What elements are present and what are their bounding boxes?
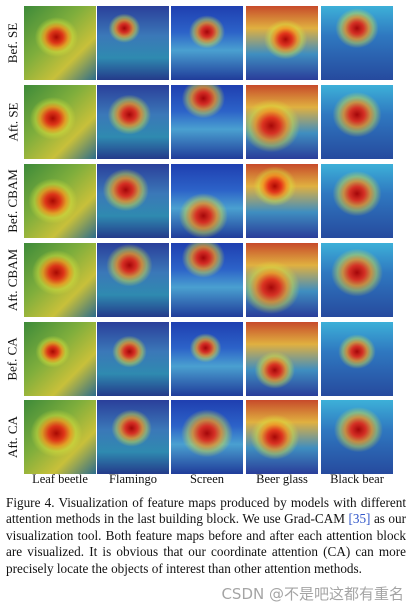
activation-overlay bbox=[24, 85, 96, 159]
heatmap-image bbox=[246, 85, 318, 159]
row-label: Bef. CBAM bbox=[2, 164, 24, 238]
activation-overlay bbox=[321, 164, 393, 238]
figure-caption: Figure 4. Visualization of feature maps … bbox=[6, 495, 406, 577]
activation-overlay bbox=[97, 164, 169, 238]
feature-map-figure: Bef. SE Aft. SE Bef. CBAM Aft. CBAM Bef. CA A… bbox=[2, 6, 393, 474]
heatmap-image bbox=[321, 400, 393, 474]
activation-overlay bbox=[321, 400, 393, 474]
activation-overlay bbox=[171, 243, 243, 317]
heatmap-image bbox=[246, 322, 318, 396]
heatmap-image bbox=[171, 243, 243, 317]
heatmap-image bbox=[97, 6, 169, 80]
activation-overlay bbox=[24, 322, 96, 396]
heatmap-image bbox=[171, 85, 243, 159]
heatmap-image bbox=[97, 400, 169, 474]
heatmap-image bbox=[24, 164, 96, 238]
heatmap-image bbox=[321, 164, 393, 238]
row-label: Aft. CA bbox=[2, 400, 24, 474]
heatmap-image bbox=[321, 243, 393, 317]
activation-overlay bbox=[171, 322, 243, 396]
heatmap-image bbox=[246, 243, 318, 317]
row-label: Aft. CBAM bbox=[2, 243, 24, 317]
activation-overlay bbox=[171, 164, 243, 238]
heatmap-image bbox=[246, 400, 318, 474]
heatmap-image bbox=[24, 243, 96, 317]
row-label-text: Bef. CA bbox=[5, 337, 20, 381]
activation-overlay bbox=[246, 85, 318, 159]
row-label-text: Aft. CBAM bbox=[5, 248, 20, 312]
activation-overlay bbox=[24, 164, 96, 238]
heatmap-image bbox=[171, 6, 243, 80]
row-label-text: Bef. CBAM bbox=[5, 169, 20, 233]
column-label: Flamingo bbox=[109, 472, 157, 486]
activation-overlay bbox=[171, 400, 243, 474]
watermark: CSDN @不是吧这都有重名 bbox=[221, 585, 404, 603]
activation-overlay bbox=[97, 322, 169, 396]
heatmap-image bbox=[97, 322, 169, 396]
column-label: Screen bbox=[189, 472, 224, 486]
activation-overlay bbox=[246, 6, 318, 80]
heatmap-image bbox=[321, 322, 393, 396]
column-label: Black bear bbox=[330, 472, 384, 486]
caption-text-b: as our visualization tool. Both feature … bbox=[6, 511, 407, 576]
activation-overlay bbox=[246, 400, 318, 474]
activation-overlay bbox=[246, 243, 318, 317]
column-label: Beer glass bbox=[256, 472, 308, 486]
row-label-text: Aft. SE bbox=[5, 102, 20, 142]
heatmap-image bbox=[24, 6, 96, 80]
activation-overlay bbox=[97, 85, 169, 159]
activation-overlay bbox=[171, 85, 243, 159]
heatmap-image bbox=[24, 85, 96, 159]
heatmap-image bbox=[97, 164, 169, 238]
heatmap-image bbox=[246, 6, 318, 80]
activation-overlay bbox=[171, 6, 243, 80]
activation-overlay bbox=[321, 6, 393, 80]
row-label: Bef. SE bbox=[2, 6, 24, 80]
row-label: Aft. SE bbox=[2, 85, 24, 159]
heatmap-image bbox=[321, 85, 393, 159]
heatmap-image bbox=[24, 400, 96, 474]
activation-overlay bbox=[246, 322, 318, 396]
heatmap-image bbox=[246, 164, 318, 238]
caption-text-a: Visualization of feature maps produced b… bbox=[6, 495, 406, 527]
activation-overlay bbox=[97, 400, 169, 474]
heatmap-image bbox=[97, 85, 169, 159]
citation-link[interactable]: [35] bbox=[348, 511, 371, 527]
activation-overlay bbox=[24, 400, 96, 474]
heatmap-image bbox=[321, 6, 393, 80]
row-label: Bef. CA bbox=[2, 322, 24, 396]
caption-label: Figure 4. bbox=[6, 495, 55, 510]
heatmap-image bbox=[171, 164, 243, 238]
heatmap-image bbox=[171, 322, 243, 396]
activation-overlay bbox=[246, 164, 318, 238]
activation-overlay bbox=[321, 243, 393, 317]
activation-overlay bbox=[97, 243, 169, 317]
activation-overlay bbox=[321, 85, 393, 159]
row-label-text: Bef. SE bbox=[5, 22, 21, 64]
activation-overlay bbox=[24, 6, 96, 80]
row-label-text: Aft. CA bbox=[5, 416, 21, 458]
heatmap-image bbox=[171, 400, 243, 474]
column-label: Leaf beetle bbox=[32, 472, 88, 486]
heatmap-image bbox=[97, 243, 169, 317]
activation-overlay bbox=[321, 322, 393, 396]
heatmap-image bbox=[24, 322, 96, 396]
activation-overlay bbox=[97, 6, 169, 80]
activation-overlay bbox=[24, 243, 96, 317]
